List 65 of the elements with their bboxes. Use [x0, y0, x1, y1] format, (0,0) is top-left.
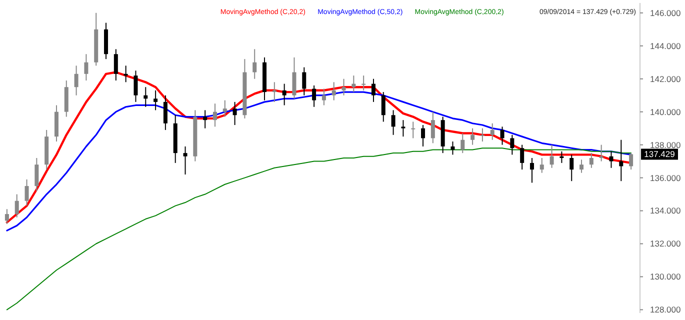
y-tick-label: 140.000	[650, 106, 681, 117]
candlestick	[450, 141, 455, 156]
candlestick	[14, 194, 19, 218]
y-tick-label: 138.000	[650, 140, 681, 150]
candlestick	[520, 144, 524, 170]
candlestick	[490, 122, 494, 140]
candlestick	[183, 146, 188, 175]
candlestick	[550, 144, 554, 168]
y-tick-label: 144.000	[650, 40, 681, 51]
candlestick	[332, 82, 336, 101]
candlestick	[272, 82, 276, 102]
candlestick	[430, 111, 435, 144]
y-tick-label: 142.000	[650, 74, 681, 84]
candlestick	[500, 126, 504, 146]
y-tick-label: 134.000	[650, 206, 681, 216]
candlestick	[401, 120, 406, 138]
candlestick	[134, 70, 138, 102]
candlestick	[352, 75, 356, 93]
candlestick	[470, 128, 475, 146]
candlestick	[609, 150, 614, 168]
candlestick	[530, 158, 534, 184]
candlestick	[589, 152, 594, 168]
candlestick	[580, 159, 584, 174]
candlestick	[203, 110, 208, 129]
candlestick	[421, 124, 426, 147]
candlestick	[391, 110, 396, 136]
candlestick	[24, 178, 29, 206]
candlestick	[124, 65, 128, 83]
candlestick	[599, 144, 604, 162]
candlestick	[212, 103, 217, 128]
candlestick	[154, 90, 158, 111]
candlestick	[282, 83, 286, 106]
candlestick	[292, 56, 296, 100]
y-tick-label: 146.000	[650, 8, 681, 18]
y-tick-label: 130.000	[650, 272, 681, 282]
candlestick	[570, 154, 574, 182]
candlestick	[34, 158, 39, 192]
candlestick	[74, 65, 78, 96]
candlestick	[232, 101, 237, 126]
candlestick	[560, 150, 564, 164]
candlestick	[222, 100, 227, 118]
candlestick	[629, 152, 634, 170]
candlestick	[163, 94, 168, 130]
candlestick	[619, 139, 624, 182]
candlestick	[342, 78, 346, 96]
candlestick	[411, 121, 416, 139]
candlestick	[480, 128, 484, 142]
y-tick-label: 128.000	[650, 304, 681, 315]
y-tick-label: 132.000	[650, 238, 681, 249]
candlestick	[84, 54, 88, 81]
candlestick	[460, 132, 465, 154]
candlestick	[371, 78, 376, 102]
candlestick	[540, 158, 544, 174]
candlestick	[252, 48, 257, 80]
candlestick	[362, 75, 366, 91]
candlestick	[114, 48, 118, 81]
candlestick	[322, 88, 326, 106]
candlestick	[4, 208, 9, 224]
candlestick	[144, 86, 148, 108]
text: 137.429	[644, 149, 676, 160]
candlestick	[510, 134, 514, 156]
candlestick	[381, 92, 386, 122]
candlestick	[302, 66, 306, 96]
y-tick-label: 136.000	[650, 172, 681, 183]
candlestick	[312, 84, 316, 108]
